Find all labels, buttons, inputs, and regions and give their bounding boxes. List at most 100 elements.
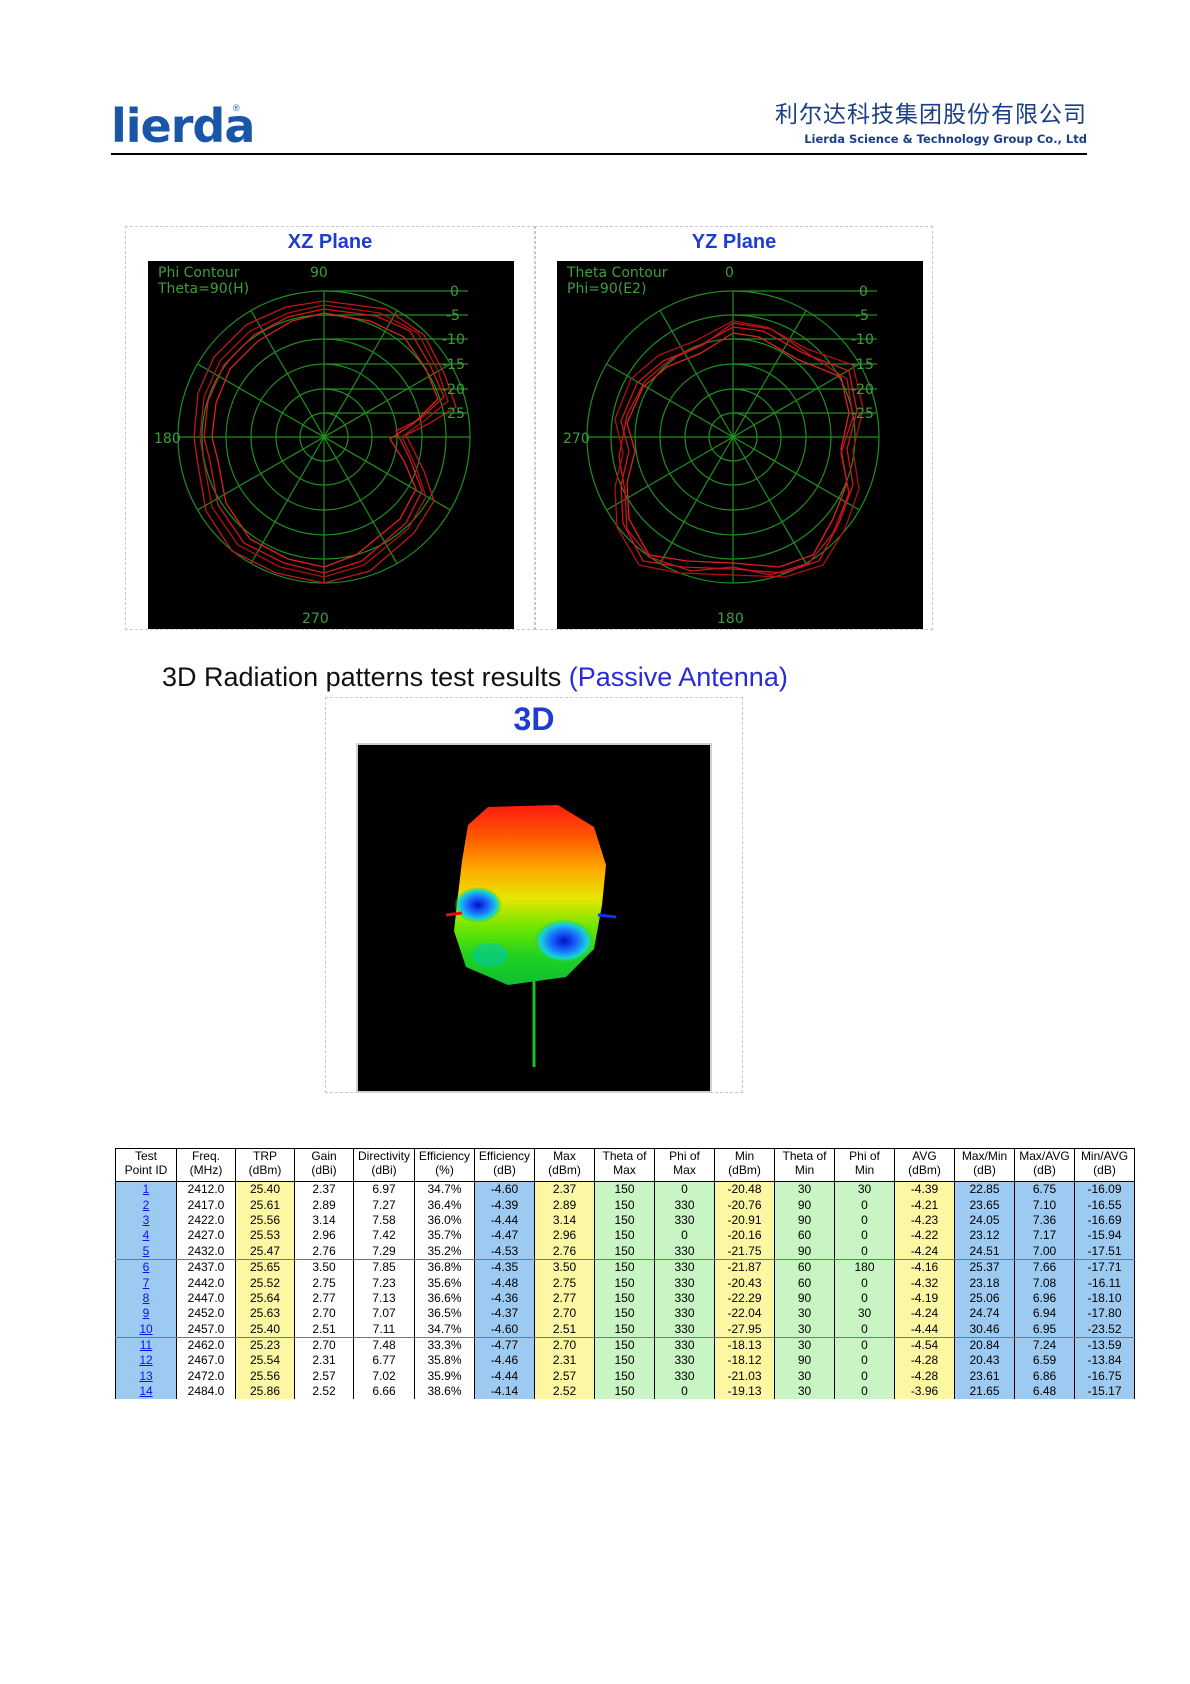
test-point-link-cell[interactable]: 9	[115, 1306, 177, 1322]
column-header-line2: (dBm)	[248, 1163, 282, 1177]
test-point-link[interactable]: 6	[142, 1260, 150, 1275]
test-point-link[interactable]: 3	[142, 1212, 150, 1227]
column-header-line2: (MHz)	[189, 1163, 223, 1177]
test-point-link-cell[interactable]: 6	[115, 1259, 177, 1276]
table-cell: 2.37	[294, 1181, 354, 1198]
table-cell: 3.50	[294, 1259, 354, 1276]
table-cell: 2472.0	[176, 1368, 236, 1385]
column-header-line1: Freq.	[191, 1149, 220, 1163]
table-cell: 2.96	[534, 1228, 595, 1244]
table-cell: 7.23	[353, 1275, 415, 1291]
column-header-line1: Theta of	[602, 1149, 647, 1163]
column-header-line1: Efficiency	[478, 1149, 531, 1163]
test-point-link[interactable]: 2	[142, 1197, 150, 1212]
table-cell: 7.08	[1014, 1275, 1075, 1291]
table-cell: 7.17	[1014, 1228, 1075, 1244]
table-cell: -15.17	[1074, 1384, 1135, 1400]
table-cell: 330	[654, 1275, 715, 1291]
test-point-link-cell[interactable]: 12	[115, 1353, 177, 1369]
test-point-link-cell[interactable]: 14	[115, 1384, 177, 1400]
table-cell: 36.8%	[414, 1259, 475, 1276]
table-cell: -21.75	[714, 1243, 775, 1260]
table-cell: 2.96	[294, 1228, 354, 1244]
table-cell: -4.39	[894, 1181, 955, 1198]
test-point-link[interactable]: 4	[142, 1228, 150, 1243]
table-cell: 30.46	[954, 1321, 1015, 1338]
column-header: Max/AVG (dB)	[1014, 1148, 1075, 1182]
test-point-link[interactable]: 13	[139, 1368, 153, 1383]
section-title: 3D Radiation patterns test results (Pass…	[162, 662, 788, 693]
table-cell: 6.96	[1014, 1290, 1075, 1307]
table-cell: -4.19	[894, 1290, 955, 1307]
table-cell: 0	[834, 1368, 895, 1385]
yz-angle-bottom: 180	[717, 611, 744, 627]
table-cell: 150	[594, 1290, 655, 1307]
test-point-link-cell[interactable]: 4	[115, 1228, 177, 1244]
test-point-link-cell[interactable]: 2	[115, 1197, 177, 1213]
table-cell: 7.42	[353, 1228, 415, 1244]
test-point-link-cell[interactable]: 7	[115, 1275, 177, 1291]
test-point-link-cell[interactable]: 3	[115, 1212, 177, 1229]
table-cell: 2427.0	[176, 1228, 236, 1244]
column-header: Freq. (MHz)	[176, 1148, 236, 1182]
table-cell: 2432.0	[176, 1243, 236, 1260]
test-point-link[interactable]: 8	[142, 1290, 150, 1305]
test-point-link-cell[interactable]: 13	[115, 1368, 177, 1385]
table-cell: 20.84	[954, 1337, 1015, 1354]
3d-panel-title: 3D	[513, 701, 555, 737]
section-title-subtitle: (Passive Antenna)	[568, 662, 788, 692]
table-cell: 2412.0	[176, 1181, 236, 1198]
table-cell: -19.13	[714, 1384, 775, 1400]
table-row: 7 2442.0 25.52 2.75 7.23 35.6% -4.48 2.75 150 330…	[115, 1275, 1135, 1291]
test-point-link[interactable]: 9	[142, 1306, 150, 1321]
test-point-link[interactable]: 7	[142, 1275, 150, 1290]
table-cell: -4.28	[894, 1368, 955, 1385]
test-point-link-cell[interactable]: 8	[115, 1290, 177, 1307]
table-cell: 330	[654, 1306, 715, 1322]
table-cell: 150	[594, 1212, 655, 1229]
table-cell: 2.89	[294, 1197, 354, 1213]
table-cell: 24.51	[954, 1243, 1015, 1260]
xz-angle-top: 90	[310, 265, 328, 281]
table-cell: 30	[774, 1181, 835, 1198]
table-cell: 6.95	[1014, 1321, 1075, 1338]
test-point-link[interactable]: 5	[142, 1243, 150, 1258]
xz-plane-panel: XZ Plane	[125, 226, 535, 630]
table-cell: -22.29	[714, 1290, 775, 1307]
table-cell: 90	[774, 1353, 835, 1369]
table-row: 12 2467.0 25.54 2.31 6.77 35.8% -4.46 2.31 150 33…	[115, 1353, 1135, 1369]
test-point-link-cell[interactable]: 10	[115, 1321, 177, 1338]
table-cell: 2437.0	[176, 1259, 236, 1276]
test-point-link[interactable]: 14	[139, 1384, 153, 1399]
column-header-line2: (dB)	[493, 1163, 516, 1177]
column-header-line1: Directivity	[357, 1149, 410, 1163]
test-point-link-cell[interactable]: 1	[115, 1181, 177, 1198]
yz-ring-label: -5	[855, 308, 869, 324]
table-cell: 20.43	[954, 1353, 1015, 1369]
column-header-line2: (%)	[435, 1163, 454, 1177]
test-point-link[interactable]: 1	[142, 1182, 150, 1197]
test-point-link[interactable]: 10	[139, 1321, 153, 1336]
table-cell: -15.94	[1074, 1228, 1135, 1244]
test-point-link[interactable]: 11	[139, 1338, 153, 1353]
table-cell: 60	[774, 1228, 835, 1244]
table-cell: 30	[834, 1181, 895, 1198]
xz-pattern-traces	[193, 300, 457, 584]
test-point-link-cell[interactable]: 11	[115, 1337, 177, 1354]
table-cell: -4.37	[474, 1306, 535, 1322]
table-cell: 7.10	[1014, 1197, 1075, 1213]
table-cell: 330	[654, 1197, 715, 1213]
table-cell: 2422.0	[176, 1212, 236, 1229]
column-header: Min (dBm)	[714, 1148, 775, 1182]
column-header: Gain (dBi)	[294, 1148, 354, 1182]
yz-polar-plot: Theta Contour Phi=90(E2) 0 270 180 0 -5 …	[557, 261, 923, 629]
table-row: 6 2437.0 25.65 3.50 7.85 36.8% -4.35 3.50 150 330…	[115, 1259, 1135, 1276]
table-cell: -18.12	[714, 1353, 775, 1369]
test-point-link-cell[interactable]: 5	[115, 1243, 177, 1260]
table-cell: 25.54	[235, 1353, 295, 1369]
test-point-link[interactable]: 12	[139, 1353, 153, 1368]
table-row: 10 2457.0 25.40 2.51 7.11 34.7% -4.60 2.51 150 33…	[115, 1321, 1135, 1338]
table-cell: -4.53	[474, 1243, 535, 1260]
table-row: 5 2432.0 25.47 2.76 7.29 35.2% -4.53 2.76 150 330…	[115, 1243, 1135, 1260]
column-header-line2: Max	[673, 1163, 696, 1177]
